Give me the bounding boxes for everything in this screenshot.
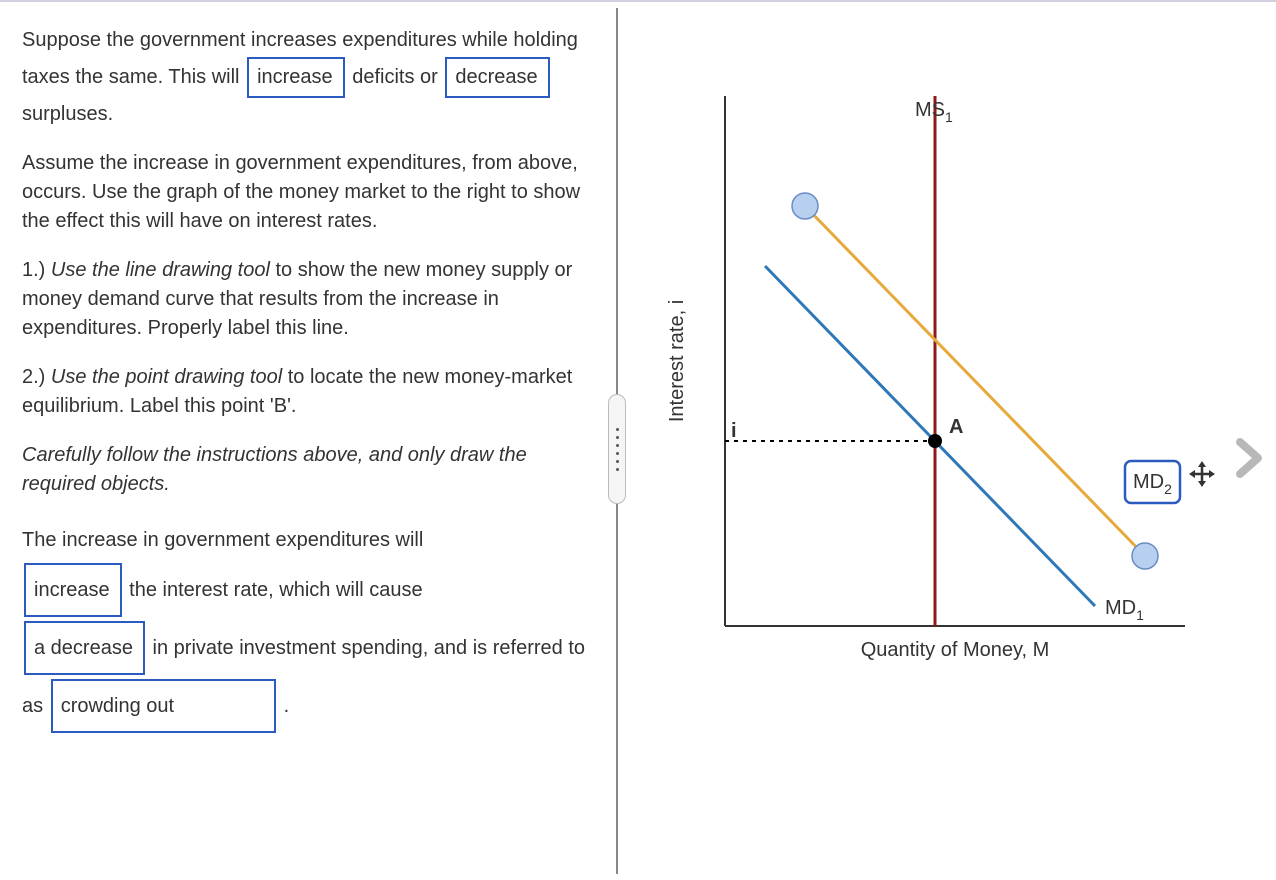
chart-svg[interactable]: MS1MD1AiInterest rate, iQuantity of Mone… (655, 66, 1215, 686)
y-axis-label: Interest rate, i (666, 300, 688, 422)
paragraph-1: Suppose the government increases expendi… (22, 26, 585, 129)
money-market-chart[interactable]: MS1MD1AiInterest rate, iQuantity of Mone… (655, 66, 1215, 666)
blank-interest-rate[interactable]: increase (24, 563, 122, 617)
md1-label: MD1 (1105, 597, 1144, 623)
blank-investment[interactable]: a decrease (24, 621, 145, 675)
blank-crowding-out[interactable]: crowding out (51, 679, 276, 733)
md2-handle-start[interactable] (792, 193, 818, 219)
instruction-2: 2.) Use the point drawing tool to locate… (22, 363, 585, 421)
point-a-label: A (949, 416, 963, 438)
i-tick-label: i (731, 420, 737, 442)
blank-deficits[interactable]: increase (247, 57, 345, 98)
paragraph-2: Assume the increase in government expend… (22, 149, 585, 236)
p6-text-d: . (284, 695, 290, 717)
graph-panel: MS1MD1AiInterest rate, iQuantity of Mone… (615, 6, 1276, 880)
move-icon[interactable] (1189, 461, 1215, 487)
p6-text-b: the interest rate, which will cause (129, 579, 422, 601)
divider-drag-handle[interactable] (608, 394, 626, 504)
paragraph-conclusion: The increase in government expenditures … (22, 519, 585, 735)
md2-line[interactable] (805, 206, 1145, 556)
next-page-button[interactable] (1232, 436, 1266, 486)
instruction-note: Carefully follow the instructions above,… (22, 441, 585, 499)
p1-text-b: deficits or (352, 66, 438, 88)
p1-text-c: surpluses. (22, 103, 113, 125)
x-axis-label: Quantity of Money, M (861, 639, 1050, 661)
inst2-tool: Use the point drawing tool (51, 366, 282, 388)
p6-text-a: The increase in government expenditures … (22, 529, 423, 551)
inst2-num: 2.) (22, 366, 45, 388)
point-a[interactable] (928, 434, 942, 448)
question-panel: Suppose the government increases expendi… (0, 6, 615, 880)
inst1-num: 1.) (22, 259, 45, 281)
md1-line[interactable] (765, 266, 1095, 606)
inst1-tool: Use the line drawing tool (51, 259, 270, 281)
md2-handle-end[interactable] (1132, 543, 1158, 569)
instruction-1: 1.) Use the line drawing tool to show th… (22, 256, 585, 343)
blank-surpluses[interactable]: decrease (445, 57, 549, 98)
